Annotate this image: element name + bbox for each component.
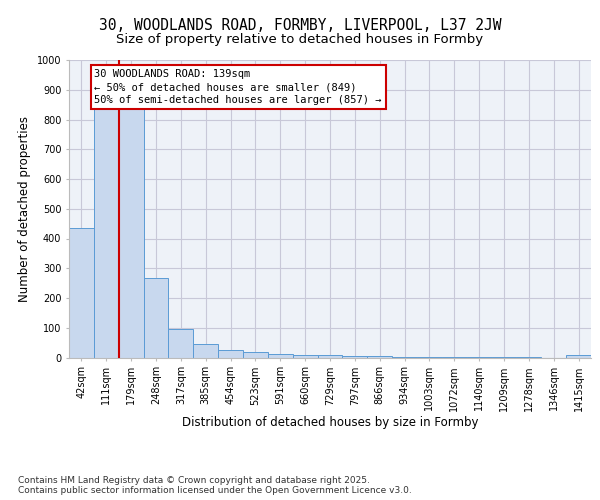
Bar bbox=[317, 356, 343, 358]
Bar bbox=[193, 344, 218, 358]
Bar bbox=[69, 228, 94, 358]
Text: 30 WOODLANDS ROAD: 139sqm
← 50% of detached houses are smaller (849)
50% of semi: 30 WOODLANDS ROAD: 139sqm ← 50% of detac… bbox=[94, 69, 382, 106]
Bar bbox=[367, 356, 392, 358]
Bar bbox=[218, 350, 243, 358]
Bar bbox=[417, 356, 442, 358]
Text: 30, WOODLANDS ROAD, FORMBY, LIVERPOOL, L37 2JW: 30, WOODLANDS ROAD, FORMBY, LIVERPOOL, L… bbox=[99, 18, 501, 32]
Bar bbox=[566, 355, 591, 358]
Bar bbox=[392, 356, 417, 358]
Y-axis label: Number of detached properties: Number of detached properties bbox=[19, 116, 31, 302]
Bar bbox=[143, 278, 169, 357]
Bar bbox=[442, 357, 467, 358]
Bar bbox=[243, 352, 268, 358]
Bar bbox=[119, 105, 143, 358]
Text: Contains HM Land Registry data © Crown copyright and database right 2025.
Contai: Contains HM Land Registry data © Crown c… bbox=[18, 476, 412, 495]
X-axis label: Distribution of detached houses by size in Formby: Distribution of detached houses by size … bbox=[182, 416, 478, 429]
Bar bbox=[343, 356, 367, 358]
Bar bbox=[293, 355, 317, 358]
Bar bbox=[268, 354, 293, 358]
Bar bbox=[169, 329, 193, 358]
Bar bbox=[94, 105, 119, 358]
Bar bbox=[467, 357, 491, 358]
Text: Size of property relative to detached houses in Formby: Size of property relative to detached ho… bbox=[116, 32, 484, 46]
